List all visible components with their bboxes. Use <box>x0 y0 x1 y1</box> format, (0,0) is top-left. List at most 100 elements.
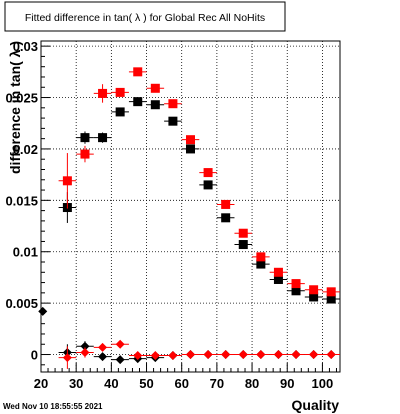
diamond-marker <box>38 306 48 316</box>
data-point <box>146 351 165 361</box>
square-marker <box>256 252 266 262</box>
data-point <box>111 107 129 117</box>
data-point <box>234 350 253 360</box>
diamond-marker <box>150 351 160 361</box>
diamond-marker <box>80 347 90 357</box>
square-marker <box>133 97 143 107</box>
diamond-marker <box>98 352 108 362</box>
square-marker <box>309 285 319 295</box>
data-point <box>287 279 305 289</box>
data-point <box>234 240 253 250</box>
plot-frame <box>40 40 341 373</box>
data-point <box>111 339 129 349</box>
y-tick-label: 0.02 <box>13 142 38 157</box>
data-point <box>287 350 305 360</box>
square-marker <box>203 168 213 178</box>
square-marker <box>115 87 125 97</box>
diamond-marker <box>186 350 195 360</box>
data-point <box>181 135 200 145</box>
square-marker <box>150 100 160 110</box>
x-tick-label: 70 <box>210 376 224 391</box>
square-marker <box>168 99 178 109</box>
diamond-marker <box>221 350 231 360</box>
square-marker <box>256 259 266 269</box>
data-point <box>181 350 200 360</box>
data-point <box>252 252 270 262</box>
diamond-marker <box>115 355 125 365</box>
diamond-marker <box>273 350 283 360</box>
data-point <box>322 350 340 360</box>
data-point <box>216 350 235 360</box>
x-tick-label: 90 <box>280 376 294 391</box>
data-point <box>93 84 112 103</box>
title-box <box>4 1 286 32</box>
square-marker <box>98 88 108 98</box>
axis-layer: 20 30 40 50 60 70 80 90 100 0 0.005 0.01 0.015 0.02 0.… <box>5 39 337 391</box>
square-marker <box>115 107 125 117</box>
square-marker <box>309 292 319 302</box>
square-marker <box>98 133 108 143</box>
data-point <box>322 294 340 304</box>
data-point <box>76 131 94 144</box>
x-tick-label: 30 <box>69 376 83 391</box>
y-tick-label: 0.025 <box>5 91 38 106</box>
data-point <box>93 342 112 352</box>
data-point <box>93 352 112 362</box>
data-point <box>199 168 217 178</box>
data-point <box>111 355 129 365</box>
data-point <box>128 67 147 77</box>
chart-title: Fitted difference in tan( λ ) for Global… <box>25 12 265 24</box>
x-tick-label: 20 <box>34 376 48 391</box>
data-point <box>304 285 323 295</box>
data-point <box>252 259 270 269</box>
data-point <box>164 116 182 126</box>
data-point <box>76 145 94 163</box>
data-marks <box>38 67 340 369</box>
square-marker <box>150 83 160 93</box>
square-marker <box>221 213 231 223</box>
data-point <box>58 346 77 369</box>
x-tick-label: 100 <box>312 376 334 391</box>
data-point <box>111 87 129 97</box>
square-marker <box>291 286 301 296</box>
diamond-marker <box>133 351 143 361</box>
diamond-marker <box>256 350 266 360</box>
diamond-marker <box>115 339 125 349</box>
data-point <box>58 153 77 209</box>
data-point <box>269 267 288 277</box>
timestamp: Wed Nov 10 18:55:55 2021 <box>3 402 103 411</box>
diamond-marker <box>326 350 336 360</box>
data-point <box>164 351 182 361</box>
y-tick-label: 0.01 <box>13 245 38 260</box>
y-tick-label: 0.005 <box>5 296 38 311</box>
data-point <box>287 286 305 296</box>
diamond-marker <box>62 353 72 363</box>
data-point <box>128 351 147 361</box>
square-marker <box>80 149 90 159</box>
data-point <box>199 350 217 360</box>
x-axis-title: Quality <box>292 397 340 413</box>
square-marker <box>80 133 90 143</box>
data-point <box>269 350 288 360</box>
data-point <box>216 199 235 209</box>
diamond-marker <box>98 342 108 352</box>
y-axis-title: difference in tan( λ ) <box>7 41 23 174</box>
square-marker <box>238 228 248 238</box>
data-point <box>76 347 94 358</box>
data-point <box>304 350 323 360</box>
diamond-marker <box>80 341 90 351</box>
square-marker <box>186 135 195 145</box>
data-point <box>252 350 270 360</box>
square-marker <box>273 267 283 277</box>
square-marker <box>326 287 336 297</box>
diamond-marker <box>291 350 301 360</box>
y-tick-label: 0.03 <box>13 39 38 54</box>
data-point <box>269 274 288 284</box>
x-tick-label: 50 <box>139 376 153 391</box>
diamond-marker <box>238 350 248 360</box>
y-tick-label: 0 <box>31 348 38 363</box>
data-point <box>322 287 340 297</box>
data-point <box>146 83 165 93</box>
data-point <box>216 213 235 223</box>
